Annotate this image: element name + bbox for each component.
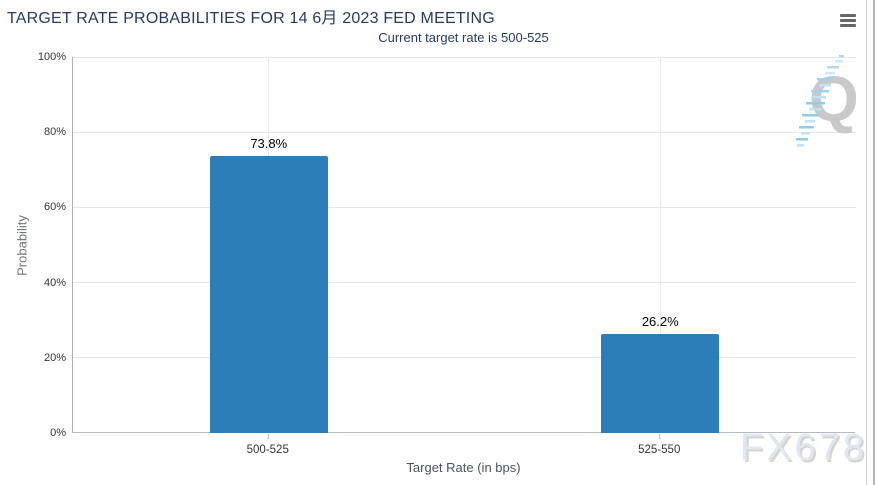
page-right-edge: [873, 0, 875, 485]
y-axis-tick-label: 40%: [43, 276, 66, 289]
x-gridline: [659, 57, 661, 433]
chart-subtitle: Current target rate is 500-525: [378, 30, 549, 45]
right-border-line: [866, 0, 867, 485]
y-axis-tick-label: 60%: [43, 201, 66, 214]
y-gridline: [73, 206, 856, 208]
x-axis-category-label: 525-550: [638, 444, 681, 456]
y-gridline: [73, 131, 856, 133]
x-axis-tick: [659, 434, 661, 439]
y-gridline: [73, 282, 856, 284]
hamburger-menu-icon[interactable]: [836, 9, 860, 31]
y-axis-tick-label: 20%: [43, 351, 66, 364]
x-axis-tick: [267, 434, 269, 439]
x-axis-category-label: 500-525: [246, 444, 289, 456]
y-axis-tick-label: 80%: [43, 126, 66, 139]
y-axis-title: Probability: [14, 215, 30, 276]
fx678-watermark: FX678: [740, 427, 867, 469]
y-gridline: [73, 357, 856, 359]
chart-title: TARGET RATE PROBABILITIES FOR 14 6月 2023…: [7, 10, 495, 27]
bar-data-label: 73.8%: [250, 135, 288, 151]
x-axis-title: Target Rate (in bps): [406, 460, 521, 475]
y-axis-tick-label: 0%: [50, 427, 66, 439]
y-gridline: [73, 56, 856, 58]
bar-525-550[interactable]: [601, 334, 720, 433]
y-axis-tick-label: 100%: [37, 51, 66, 63]
bar-500-525[interactable]: [209, 155, 328, 433]
bar-data-label: 26.2%: [641, 314, 679, 330]
menu-bar: [840, 23, 856, 27]
menu-bar: [840, 13, 856, 17]
plot-area: 73.8% 26.2%: [72, 56, 856, 433]
menu-bar: [840, 18, 856, 22]
